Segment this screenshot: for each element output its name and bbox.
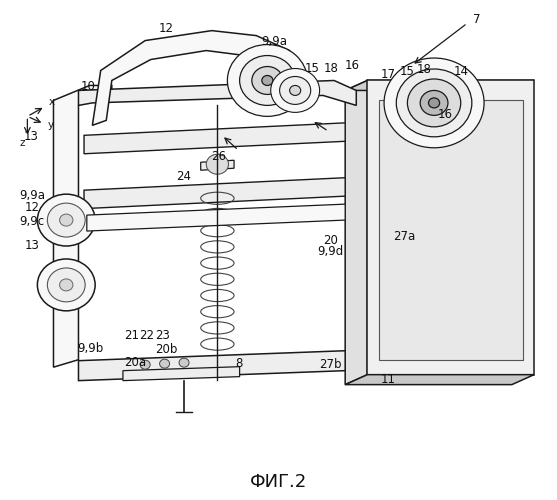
Text: 13: 13 xyxy=(25,238,39,252)
Text: 7: 7 xyxy=(473,13,481,26)
Polygon shape xyxy=(345,80,534,90)
Text: x: x xyxy=(49,98,55,108)
Text: 11: 11 xyxy=(380,373,395,386)
Text: 27b: 27b xyxy=(320,358,342,371)
Text: 23: 23 xyxy=(155,330,170,342)
Text: 9,9a: 9,9a xyxy=(261,35,287,48)
Polygon shape xyxy=(84,178,345,208)
Circle shape xyxy=(206,154,228,174)
Circle shape xyxy=(290,86,301,96)
Circle shape xyxy=(384,58,484,148)
Text: 26: 26 xyxy=(211,150,226,163)
Circle shape xyxy=(252,66,283,94)
Circle shape xyxy=(407,79,461,127)
Circle shape xyxy=(240,56,295,106)
Text: 9,9b: 9,9b xyxy=(77,342,104,355)
Circle shape xyxy=(60,214,73,226)
Text: z: z xyxy=(19,138,25,148)
Text: 14: 14 xyxy=(453,66,468,78)
Text: 24: 24 xyxy=(177,170,192,182)
Text: ФИГ.2: ФИГ.2 xyxy=(250,473,307,491)
Polygon shape xyxy=(345,374,534,384)
Text: y: y xyxy=(48,120,54,130)
Polygon shape xyxy=(87,204,345,231)
Text: 15: 15 xyxy=(304,62,319,74)
Text: 9,9c: 9,9c xyxy=(19,214,45,228)
Circle shape xyxy=(160,359,169,368)
Text: 18: 18 xyxy=(417,63,432,76)
Circle shape xyxy=(428,98,439,108)
Circle shape xyxy=(262,76,273,86)
Polygon shape xyxy=(92,30,295,126)
Text: 13: 13 xyxy=(23,130,38,143)
Polygon shape xyxy=(201,160,234,170)
Circle shape xyxy=(140,360,150,369)
Polygon shape xyxy=(79,350,345,380)
Polygon shape xyxy=(123,366,240,380)
Polygon shape xyxy=(345,80,368,384)
Circle shape xyxy=(271,68,320,112)
Text: 12: 12 xyxy=(25,201,40,214)
Text: 9,9d: 9,9d xyxy=(317,245,344,258)
Text: 27a: 27a xyxy=(393,230,415,242)
Circle shape xyxy=(60,279,73,291)
Circle shape xyxy=(37,259,95,311)
Text: 18: 18 xyxy=(323,62,338,74)
Text: 22: 22 xyxy=(139,330,154,342)
Text: 21: 21 xyxy=(124,330,139,342)
Text: 10: 10 xyxy=(81,80,96,93)
Circle shape xyxy=(227,44,307,117)
Text: 20a: 20a xyxy=(124,356,146,368)
Text: 16: 16 xyxy=(438,108,453,121)
Polygon shape xyxy=(84,123,345,154)
Text: 20: 20 xyxy=(323,234,338,246)
Text: 15: 15 xyxy=(400,66,415,78)
Circle shape xyxy=(47,203,85,237)
Polygon shape xyxy=(368,80,534,374)
Text: 8: 8 xyxy=(235,357,242,370)
Circle shape xyxy=(420,90,448,116)
Text: 20b: 20b xyxy=(155,343,178,356)
Polygon shape xyxy=(379,100,523,360)
Text: 12: 12 xyxy=(159,22,174,35)
Circle shape xyxy=(37,194,95,246)
Polygon shape xyxy=(53,86,112,367)
Circle shape xyxy=(396,69,472,137)
Circle shape xyxy=(47,268,85,302)
Text: 17: 17 xyxy=(381,68,396,81)
Text: 16: 16 xyxy=(344,59,359,72)
Polygon shape xyxy=(79,80,356,106)
Text: 9,9a: 9,9a xyxy=(19,188,45,202)
Circle shape xyxy=(280,76,311,104)
Circle shape xyxy=(179,358,189,367)
